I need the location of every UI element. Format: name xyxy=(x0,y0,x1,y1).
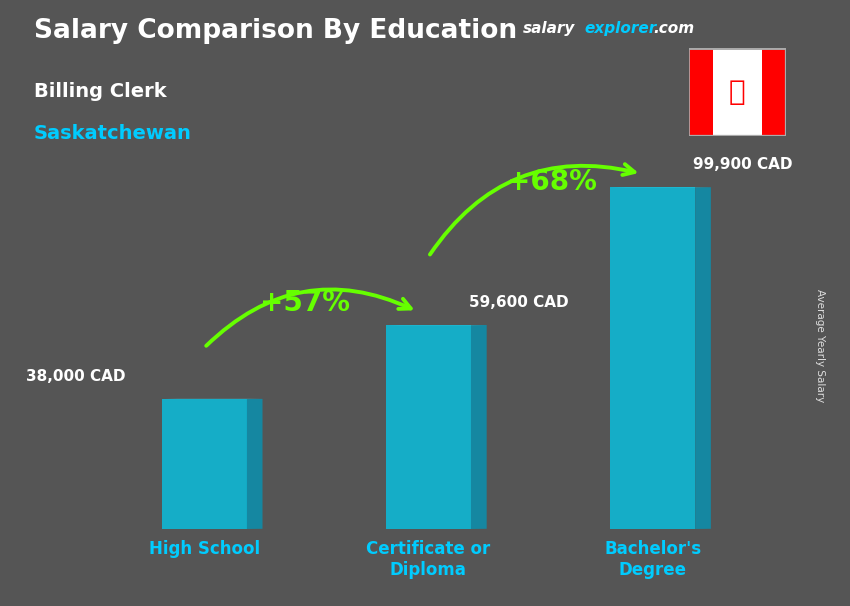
Text: Average Yearly Salary: Average Yearly Salary xyxy=(815,289,825,402)
Text: .com: .com xyxy=(653,21,694,36)
Text: Billing Clerk: Billing Clerk xyxy=(34,82,167,101)
Polygon shape xyxy=(162,399,246,529)
Polygon shape xyxy=(246,399,263,529)
Polygon shape xyxy=(386,325,471,529)
Text: explorer: explorer xyxy=(585,21,657,36)
Bar xyxy=(688,48,713,136)
Text: Salary Comparison By Education: Salary Comparison By Education xyxy=(34,18,517,44)
Text: +57%: +57% xyxy=(260,289,350,318)
Bar xyxy=(713,48,762,136)
Text: 59,600 CAD: 59,600 CAD xyxy=(468,295,569,310)
Text: +68%: +68% xyxy=(507,168,597,196)
Text: 99,900 CAD: 99,900 CAD xyxy=(693,157,792,172)
Polygon shape xyxy=(695,187,711,529)
Bar xyxy=(762,48,786,136)
Polygon shape xyxy=(610,187,695,529)
Text: 38,000 CAD: 38,000 CAD xyxy=(26,368,126,384)
Text: Saskatchewan: Saskatchewan xyxy=(34,124,192,143)
Polygon shape xyxy=(471,325,487,529)
Text: 🍁: 🍁 xyxy=(729,78,745,107)
Text: salary: salary xyxy=(523,21,575,36)
